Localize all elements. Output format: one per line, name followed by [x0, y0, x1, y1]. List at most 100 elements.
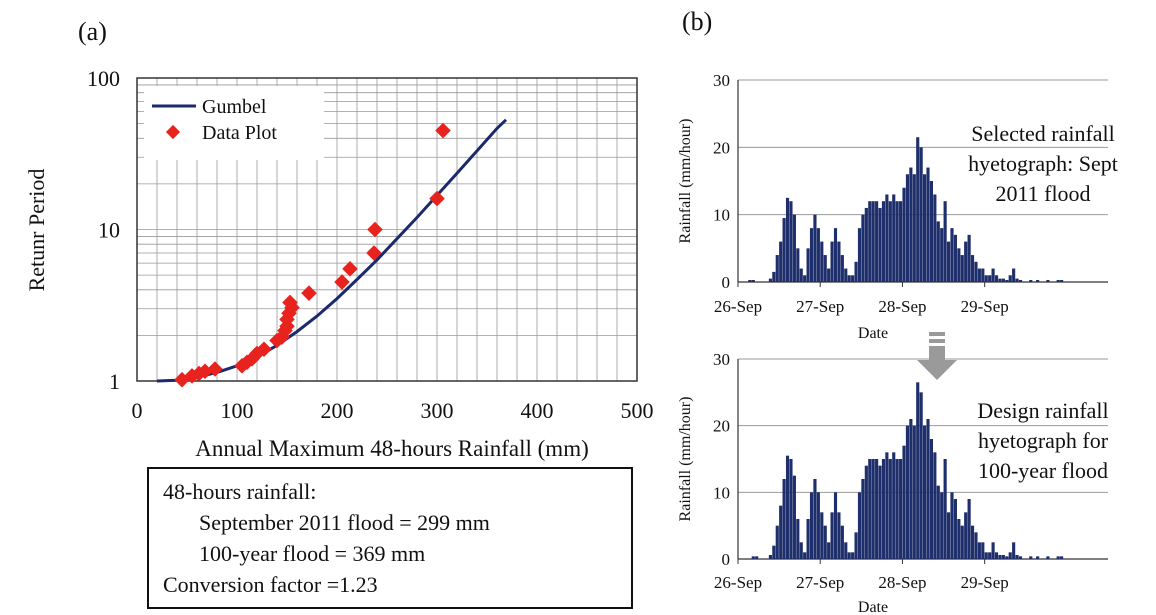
- hyeto-bar: [861, 215, 864, 282]
- hyeto-bar: [940, 492, 943, 559]
- hyeto-annotation-line: 2011 flood: [995, 181, 1090, 206]
- hyeto-bar: [961, 255, 964, 282]
- hyeto-bar: [848, 552, 851, 559]
- data-point: [367, 222, 383, 238]
- hyeto-y-tick-label: 20: [713, 417, 730, 436]
- hyeto-bar: [872, 459, 875, 559]
- hyeto-bar: [793, 476, 796, 559]
- hyeto-bar: [1036, 556, 1039, 559]
- hyeto-bar: [923, 426, 926, 559]
- hyeto-bar: [776, 526, 779, 559]
- hyeto-bar: [834, 228, 837, 282]
- hyeto-bar: [783, 218, 786, 282]
- hyeto-bar: [796, 248, 799, 282]
- hyeto-bar: [916, 382, 919, 559]
- hyeto-bar: [861, 479, 864, 559]
- hyeto-bar: [817, 492, 820, 559]
- hyeto-bar: [889, 201, 892, 282]
- hyeto-bar: [1046, 280, 1049, 282]
- hyeto-bar: [902, 446, 905, 559]
- hyeto-bar: [974, 262, 977, 282]
- hyeto-bar: [930, 439, 933, 559]
- data-point: [429, 191, 445, 207]
- hyeto-bar: [865, 208, 868, 282]
- hyeto-bar: [875, 459, 878, 559]
- hyeto-bar: [875, 201, 878, 282]
- hyeto-bar: [947, 512, 950, 559]
- hyeto-bar: [940, 228, 943, 282]
- hyeto-bar: [868, 201, 871, 282]
- hyeto-bar: [800, 542, 803, 559]
- hyeto-bar: [920, 392, 923, 559]
- hyeto-bar: [981, 269, 984, 282]
- hyeto-bar: [878, 466, 881, 559]
- hyeto-bar: [1012, 542, 1015, 559]
- hyeto-bar: [1057, 280, 1060, 282]
- hyeto-bar: [1019, 280, 1022, 282]
- y-tick-label: 1: [109, 369, 120, 394]
- hyeto-bar: [950, 228, 953, 282]
- hyeto-y-tick-label: 30: [713, 71, 730, 90]
- hyeto-bar: [971, 526, 974, 559]
- hyeto-bar: [868, 459, 871, 559]
- hyeto-bar: [985, 275, 988, 282]
- hyeto-bar: [851, 275, 854, 282]
- hyeto-bar: [909, 168, 912, 282]
- hyeto-date-label: 27-Sep: [796, 573, 844, 592]
- hyeto-bar: [1019, 556, 1022, 559]
- hyeto-bar: [923, 174, 926, 282]
- hyeto-bar: [1036, 280, 1039, 282]
- hyeto-y-tick-label: 10: [713, 483, 730, 502]
- hyeto-bar: [844, 269, 847, 282]
- hyeto-bar: [885, 452, 888, 559]
- hyeto-annotation-line: Selected rainfall: [971, 121, 1115, 146]
- hyeto-bar: [813, 479, 816, 559]
- hyeto-bar: [926, 168, 929, 282]
- hyeto-bar: [786, 198, 789, 282]
- info-heading: 48-hours rainfall:: [163, 479, 316, 505]
- hyeto-bar: [998, 279, 1001, 282]
- hyeto-bar: [841, 526, 844, 559]
- hyeto-bar: [813, 215, 816, 282]
- hyeto-bar: [906, 426, 909, 559]
- hyeto-date-label: 27-Sep: [796, 297, 844, 316]
- hyeto-bar: [944, 459, 947, 559]
- hyeto-date-label: 26-Sep: [714, 297, 762, 316]
- hyeto-bar: [827, 542, 830, 559]
- hyeto-bar: [957, 519, 960, 559]
- hyeto-y-tick-label: 30: [713, 350, 730, 369]
- hyeto-bar: [937, 221, 940, 282]
- hyeto-bar: [992, 542, 995, 559]
- hyeto-bar: [995, 275, 998, 282]
- hyeto-bar: [961, 526, 964, 559]
- hyeto-bar: [776, 255, 779, 282]
- hyeto-bar: [978, 542, 981, 559]
- hyeto-date-label: 28-Sep: [878, 297, 926, 316]
- hyeto-bar: [913, 174, 916, 282]
- hyeto-date-label: 28-Sep: [878, 573, 926, 592]
- hyeto-bar: [913, 426, 916, 559]
- hyeto-bar: [752, 556, 755, 559]
- hyeto-y-tick-label: 0: [722, 550, 731, 569]
- hyeto-bar: [988, 552, 991, 559]
- hyeto-bar: [820, 242, 823, 282]
- hyetograph-bottom-chart: 0 10 20 30 26-Sep 27-Sep 28-Sep 29-Sep Date Rainf…: [677, 350, 1109, 615]
- hyeto-bar: [779, 506, 782, 559]
- hyeto-bar: [872, 201, 875, 282]
- hyeto-bar: [889, 459, 892, 559]
- hyeto-bar: [858, 228, 861, 282]
- hyeto-bar: [978, 269, 981, 282]
- hyeto-bar: [947, 242, 950, 282]
- x-tick-label: 400: [521, 398, 554, 423]
- hyeto-bar: [772, 546, 775, 559]
- hyeto-bar: [920, 147, 923, 282]
- hyeto-annotation-line: hyetograph: Sept: [968, 151, 1118, 176]
- hyeto-bar: [954, 235, 957, 282]
- hyeto-bar: [954, 499, 957, 559]
- hyeto-bar: [755, 556, 758, 559]
- panel-a-label: (a): [78, 17, 107, 46]
- hyeto-bar: [1029, 280, 1032, 282]
- hyeto-bar: [937, 486, 940, 559]
- panel-a-legend: Gumbel Data Plot: [144, 86, 324, 160]
- hyeto-bar: [974, 532, 977, 559]
